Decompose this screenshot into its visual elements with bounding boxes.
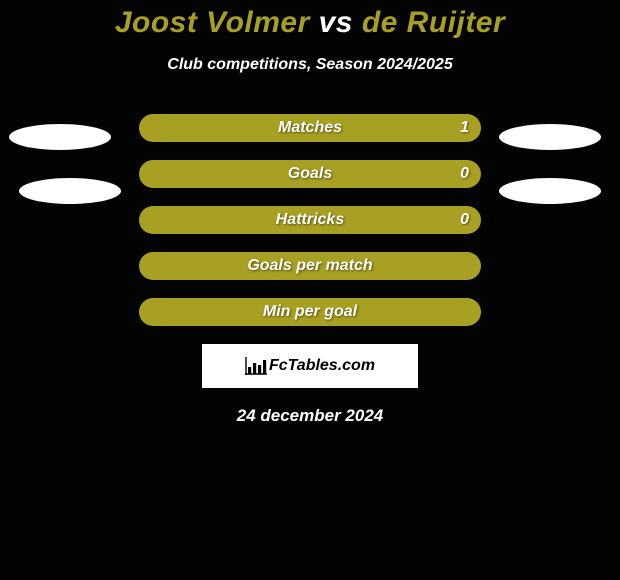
stat-bar: Min per goal [139,298,481,326]
stat-label: Hattricks [276,211,344,229]
stat-row: Matches 1 [0,114,620,142]
date-text: 24 december 2024 [0,406,620,426]
stat-bar: Goals per match [139,252,481,280]
source-logo: FcTables.com [202,344,418,388]
stat-label: Matches [278,119,342,137]
page-title: Joost Volmer vs de Ruijter [0,6,620,40]
source-logo-text: FcTables.com [269,357,375,375]
stat-value: 0 [460,165,469,183]
stat-bar: Goals 0 [139,160,481,188]
stat-label: Goals per match [247,257,372,275]
player-a-name: Joost Volmer [115,6,310,39]
stat-label: Min per goal [263,303,357,321]
stat-row: Min per goal [0,298,620,326]
stat-row: Goals 0 [0,160,620,188]
stat-bar: Hattricks 0 [139,206,481,234]
stat-label: Goals [288,165,332,183]
stat-bar: Matches 1 [139,114,481,142]
bar-chart-icon [245,357,267,375]
stat-value: 1 [460,119,469,137]
vs-separator: vs [310,6,362,39]
player-b-name: de Ruijter [362,6,505,39]
comparison-card: Joost Volmer vs de Ruijter Club competit… [0,0,620,580]
stat-row: Hattricks 0 [0,206,620,234]
stat-value: 0 [460,211,469,229]
stat-row: Goals per match [0,252,620,280]
subtitle: Club competitions, Season 2024/2025 [0,56,620,74]
